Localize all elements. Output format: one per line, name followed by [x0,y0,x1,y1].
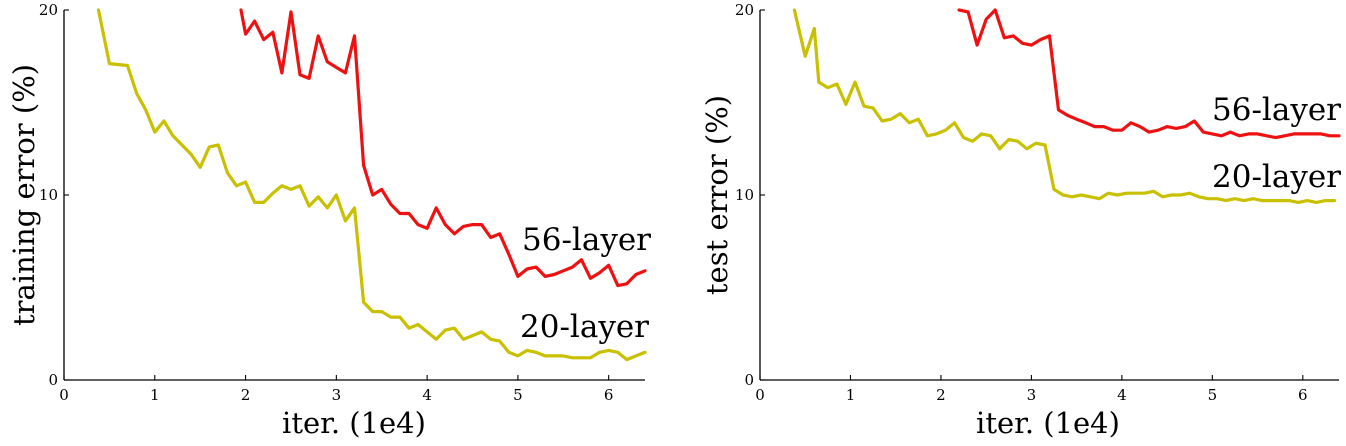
x-tick-label: 0 [755,386,765,404]
y-tick-label: 10 [735,186,754,204]
x-tick-label: 4 [422,386,432,404]
y-axis-title: training error (%) [7,64,41,326]
y-tick-label: 0 [744,371,754,389]
x-tick-label: 3 [1027,386,1037,404]
series-56-layer-line [239,8,647,288]
series-56-layer-label: 56-layer [522,222,651,258]
x-tick-label: 4 [1117,386,1127,404]
x-axis-title: iter. (1e4) [282,406,426,440]
test-error-chart: 0 1 2 3 4 5 6 0 10 20 iter. (1e4) test error (%) 56-… [700,1,1341,440]
x-tick-label: 3 [332,386,342,404]
y-tick-label: 20 [735,1,754,19]
y-tick-label: 0 [48,371,58,389]
series-20-layer-line [792,8,1337,204]
x-tick-label: 1 [846,386,856,404]
x-axis-title: iter. (1e4) [976,406,1120,440]
x-tick-label: 6 [1298,386,1308,404]
y-axis-title: test error (%) [700,95,734,295]
y-tick-label: 10 [39,186,58,204]
series-56-layer-label: 56-layer [1212,92,1341,128]
x-tick-label: 2 [936,386,946,404]
series-20-layer-label: 20-layer [520,309,649,345]
series-56-layer-line [957,8,1341,140]
series-20-layer-label: 20-layer [1212,159,1341,195]
x-tick-label: 5 [1208,386,1218,404]
x-tick-label: 2 [241,386,251,404]
x-tick-label: 6 [604,386,614,404]
training-error-chart: 0 1 2 3 4 5 6 0 10 20 iter. (1e4) training error (%… [7,1,651,440]
x-tick-label: 5 [513,386,523,404]
x-tick-label: 0 [59,386,69,404]
x-tick-label: 1 [150,386,160,404]
series-20-layer-line [96,8,647,362]
y-tick-label: 20 [39,1,58,19]
